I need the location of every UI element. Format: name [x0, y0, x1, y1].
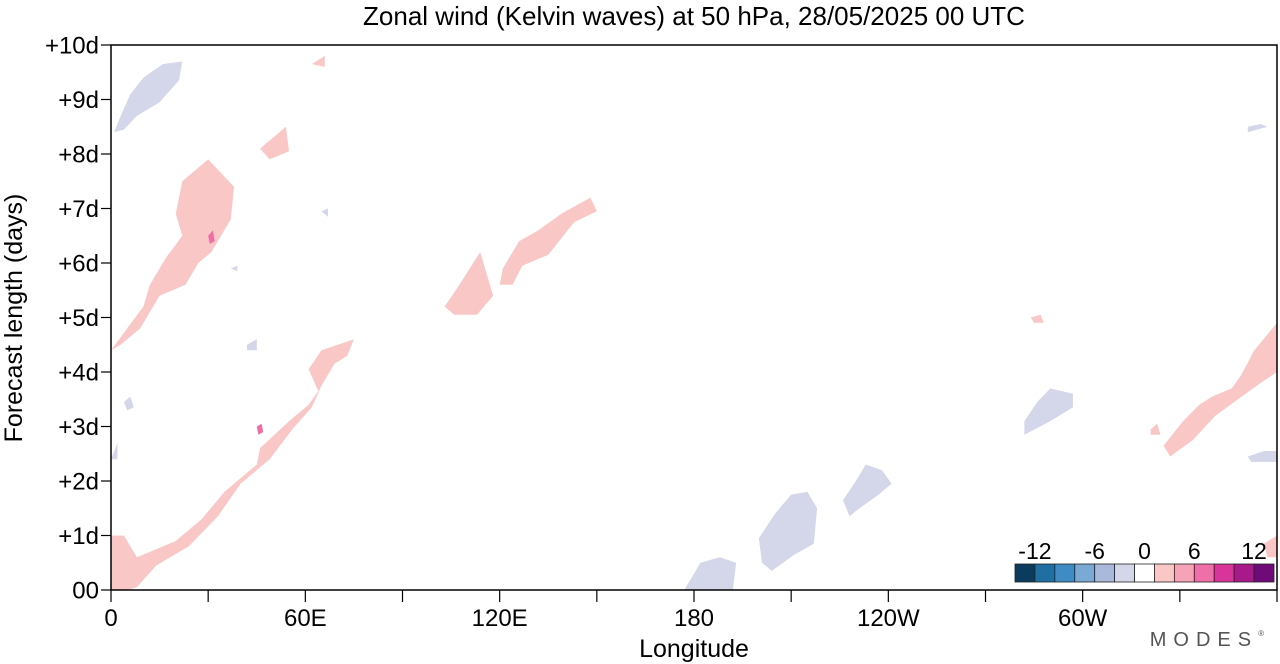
colorbar-swatch	[1094, 563, 1116, 583]
x-tick-label: 60E	[284, 605, 327, 632]
negative-anomaly-region-14	[758, 491, 818, 571]
y-tick-label: +3d	[58, 414, 99, 441]
negative-anomaly-region-19	[230, 265, 238, 272]
y-tick-label: +10d	[45, 33, 99, 60]
positive-anomaly-region-2	[260, 126, 290, 160]
colorbar-tick-label: -12	[1018, 538, 1051, 564]
colorbar-swatch	[1233, 563, 1255, 583]
chart-regions	[111, 55, 1277, 590]
negative-anomaly-region-16	[1024, 388, 1073, 435]
positive-anomaly-region-9	[311, 55, 325, 67]
y-tick-label: +5d	[58, 305, 99, 332]
x-tick-label: 60W	[1058, 605, 1108, 632]
y-tick-label: +4d	[58, 360, 99, 387]
negative-anomaly-region-21	[1247, 124, 1268, 133]
colorbar-swatch	[1173, 563, 1195, 583]
y-tick-label: +8d	[58, 142, 99, 169]
x-tick-label: 120E	[472, 605, 528, 632]
modes-logo: MODES®	[1150, 629, 1264, 652]
modes-logo-text: MODES	[1149, 629, 1259, 651]
x-tick-label: 0	[104, 605, 117, 632]
plot-frame	[110, 44, 1278, 591]
x-tick-label: 120W	[857, 605, 920, 632]
negative-anomaly-region-17	[124, 396, 134, 411]
positive-anomaly-region-8	[1264, 535, 1277, 558]
colorbar-swatch	[1034, 563, 1056, 583]
positive-anomaly-region-4	[499, 197, 597, 285]
negative-anomaly-region-20	[321, 208, 328, 217]
colorbar-swatch	[1014, 563, 1036, 583]
colorbar-swatch	[1074, 563, 1096, 583]
positive-anomaly-region-7	[1150, 423, 1161, 435]
colorbar-swatch	[1193, 563, 1215, 583]
colorbar-tick-label: 12	[1241, 538, 1267, 564]
y-axis: 00 +1d +2d +3d +4d +5d +6d +7d +8d +9d +10d	[45, 33, 111, 605]
colorbar-swatch	[1154, 563, 1175, 583]
positive-anomaly-region-0	[111, 339, 354, 590]
x-tick-label: 180	[674, 605, 714, 632]
colorbar-swatch	[1054, 563, 1076, 583]
colorbar-tick-label: -6	[1084, 538, 1104, 564]
colorbar: -12 -6 0 6 12	[1014, 538, 1275, 583]
negative-anomaly-region-18	[247, 339, 257, 351]
positive-anomaly-region-11	[256, 423, 264, 435]
y-tick-label: +7d	[58, 196, 99, 223]
y-tick-label: +6d	[58, 251, 99, 278]
colorbar-tick-label: 6	[1188, 538, 1201, 564]
positive-anomaly-region-1	[111, 159, 235, 351]
positive-anomaly-region-10	[208, 230, 215, 244]
negative-anomaly-region-12	[114, 61, 183, 133]
positive-anomaly-region-6	[1030, 314, 1044, 323]
y-tick-label: +2d	[58, 469, 99, 496]
y-axis-label: Forecast length (days)	[0, 194, 28, 443]
colorbar-swatch	[1213, 563, 1235, 583]
negative-anomaly-region-22	[1247, 451, 1277, 462]
negative-anomaly-region-13	[684, 557, 737, 590]
positive-anomaly-region-5	[1163, 322, 1277, 457]
registered-mark: ®	[1258, 629, 1264, 638]
colorbar-swatch	[1253, 563, 1275, 583]
chart-title: Zonal wind (Kelvin waves) at 50 hPa, 28/…	[363, 1, 1025, 31]
colorbar-swatch	[1114, 563, 1135, 583]
y-tick-label: +1d	[58, 523, 99, 550]
x-axis: 0 60E 120E 180 120W 60W	[104, 590, 1278, 632]
negative-anomaly-region-23	[111, 442, 118, 460]
y-tick-label: +9d	[58, 87, 99, 114]
negative-anomaly-region-15	[843, 464, 892, 517]
positive-anomaly-region-3	[444, 252, 494, 315]
x-axis-label: Longitude	[639, 635, 749, 663]
y-tick-label: 00	[72, 578, 99, 605]
colorbar-swatch	[1134, 563, 1155, 583]
colorbar-tick-label: 0	[1138, 538, 1151, 564]
